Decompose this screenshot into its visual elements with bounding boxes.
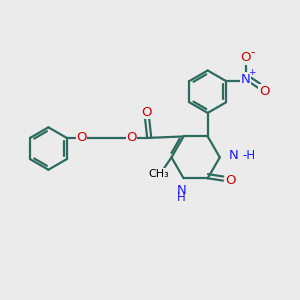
- Text: O: O: [225, 174, 236, 187]
- Text: N: N: [229, 148, 238, 161]
- Text: +: +: [248, 68, 255, 77]
- Text: O: O: [126, 131, 137, 144]
- Text: O: O: [259, 85, 269, 98]
- Text: -: -: [250, 46, 254, 59]
- Text: O: O: [241, 51, 251, 64]
- Text: N: N: [241, 73, 251, 86]
- Text: -H: -H: [243, 148, 256, 161]
- Text: CH₃: CH₃: [149, 169, 170, 178]
- Text: H: H: [177, 191, 186, 204]
- Text: N: N: [176, 184, 186, 197]
- Text: O: O: [76, 131, 87, 144]
- Text: O: O: [141, 106, 152, 118]
